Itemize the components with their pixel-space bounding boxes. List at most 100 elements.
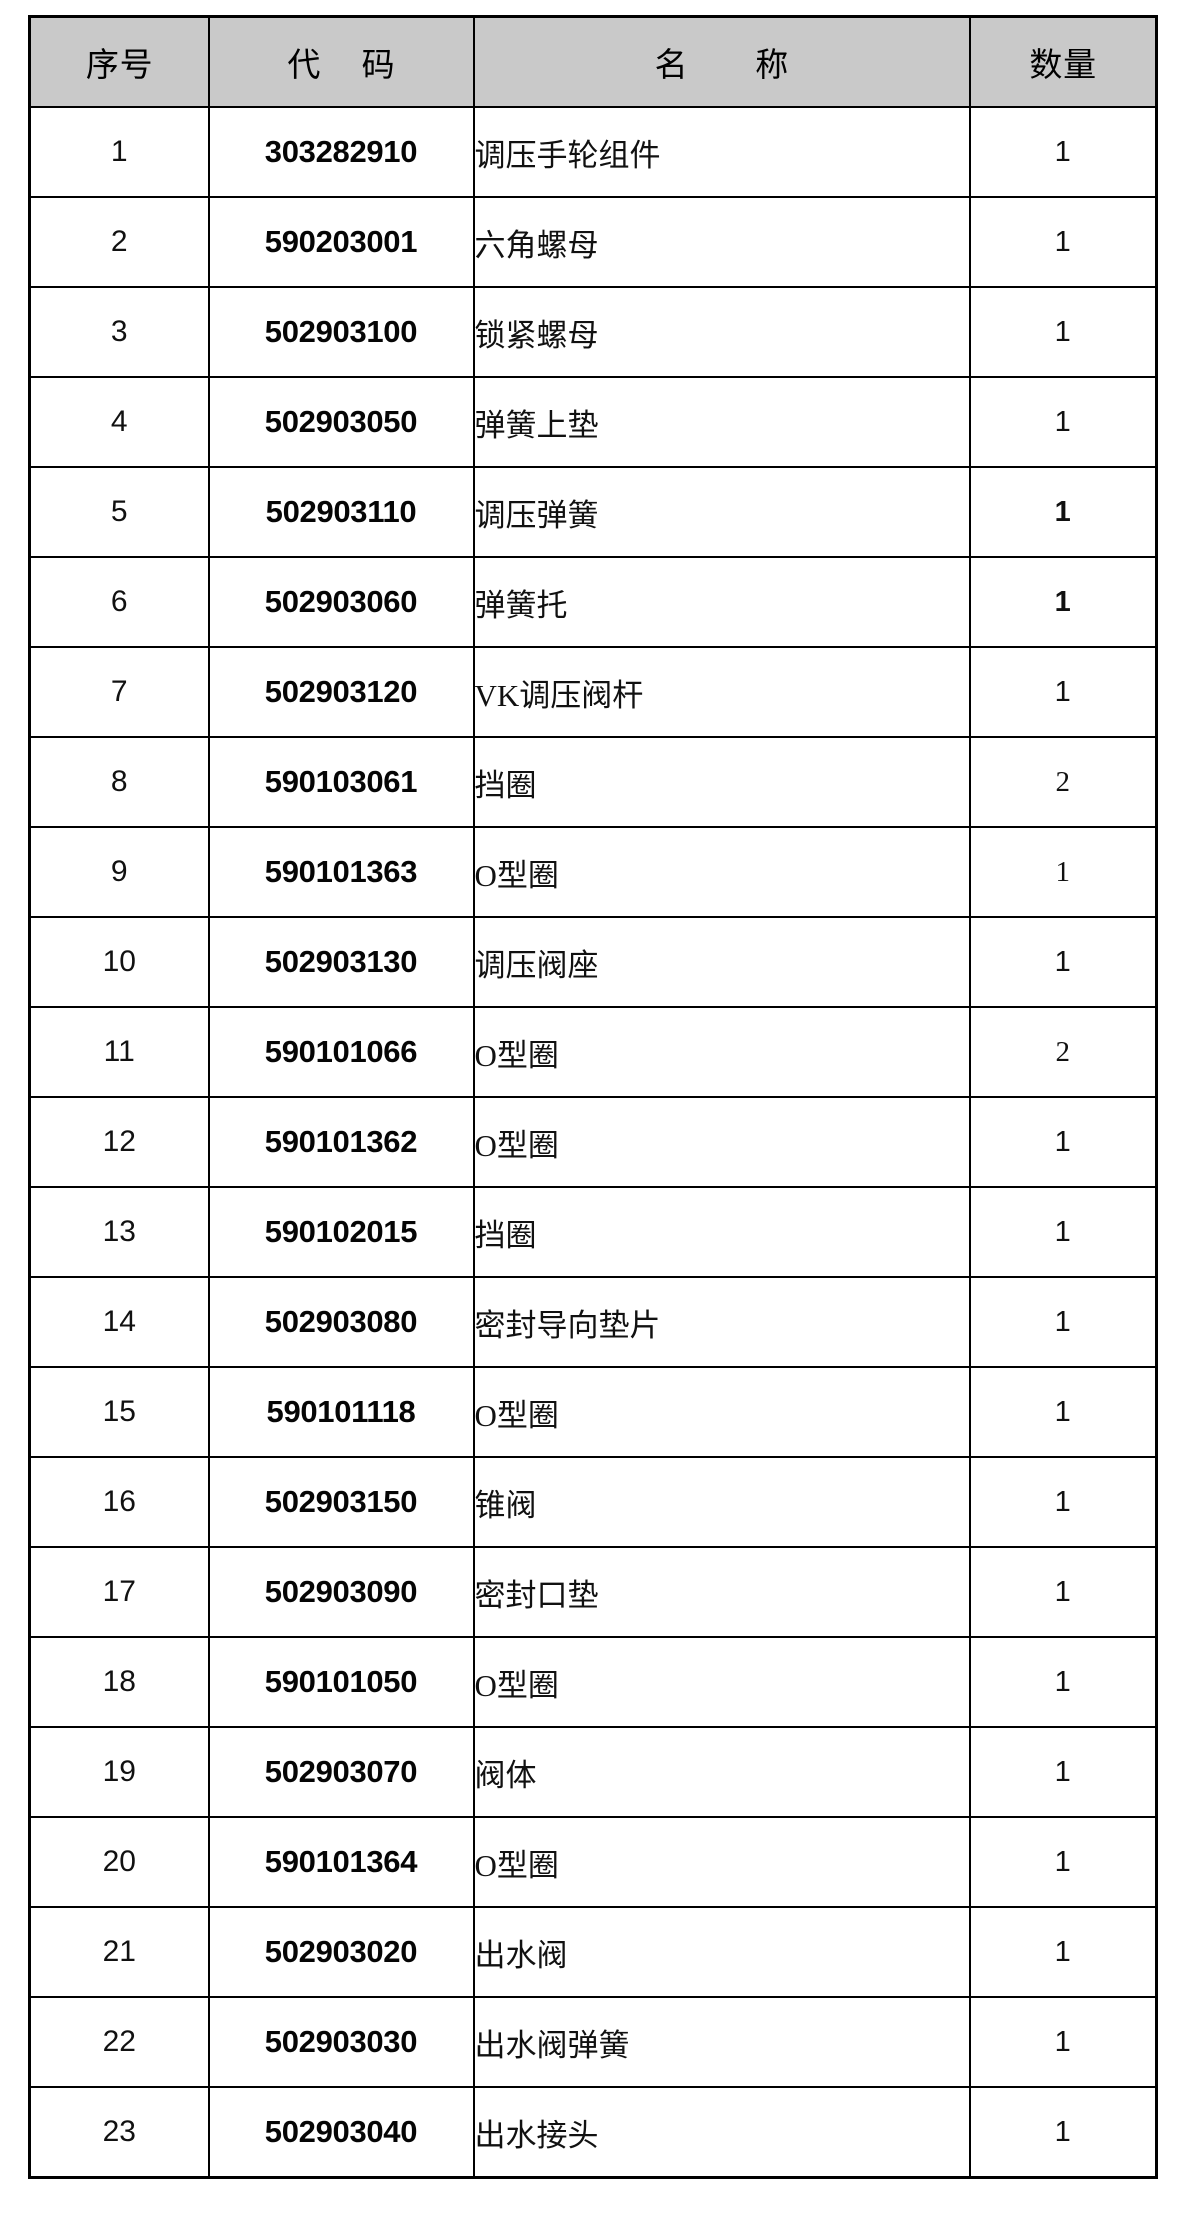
- cell-sequence: 15: [28, 1366, 210, 1458]
- table-row: 19 502903070 阀体 1: [28, 1726, 1158, 1818]
- cell-quantity: 1: [968, 196, 1158, 288]
- cell-sequence: 11: [28, 1006, 210, 1098]
- cell-code: 502903060: [207, 556, 475, 648]
- cell-name: O型圈: [472, 1816, 971, 1908]
- cell-code: 502903080: [207, 1276, 475, 1368]
- cell-name: 挡圈: [472, 1186, 971, 1278]
- cell-quantity: 1: [968, 376, 1158, 468]
- cell-sequence: 12: [28, 1096, 210, 1188]
- cell-sequence: 5: [28, 466, 210, 558]
- cell-sequence: 3: [28, 286, 210, 378]
- parts-list-table: 序号 代 码 名 称 数量 1 303282910 调压手轮组件 1 2 59020300…: [28, 15, 1158, 2179]
- cell-name: 六角螺母: [472, 196, 971, 288]
- table-row: 11 590101066 O型圈 2: [28, 1006, 1158, 1098]
- cell-sequence: 2: [28, 196, 210, 288]
- cell-quantity: 2: [968, 1006, 1158, 1098]
- cell-sequence: 16: [28, 1456, 210, 1548]
- cell-name: 密封导向垫片: [472, 1276, 971, 1368]
- cell-name: O型圈: [472, 1096, 971, 1188]
- cell-quantity: 1: [968, 1276, 1158, 1368]
- table-row: 20 590101364 O型圈 1: [28, 1816, 1158, 1908]
- cell-code: 303282910: [207, 106, 475, 198]
- cell-name: 调压阀座: [472, 916, 971, 1008]
- table-row: 4 502903050 弹簧上垫 1: [28, 376, 1158, 468]
- table-row: 21 502903020 出水阀 1: [28, 1906, 1158, 1998]
- cell-name: 阀体: [472, 1726, 971, 1818]
- cell-sequence: 21: [28, 1906, 210, 1998]
- cell-code: 502903100: [207, 286, 475, 378]
- column-header-name: 名 称: [472, 15, 971, 108]
- table-body: 1 303282910 调压手轮组件 1 2 590203001 六角螺母 1 3 5029031…: [28, 106, 1158, 2179]
- cell-name: 挡圈: [472, 736, 971, 828]
- cell-code: 590203001: [207, 196, 475, 288]
- cell-code: 502903030: [207, 1996, 475, 2088]
- cell-sequence: 6: [28, 556, 210, 648]
- cell-sequence: 23: [28, 2086, 210, 2179]
- parts-list-table-container: 序号 代 码 名 称 数量 1 303282910 调压手轮组件 1 2 59020300…: [28, 15, 1158, 2179]
- cell-quantity: 1: [968, 1996, 1158, 2088]
- cell-name: 调压手轮组件: [472, 106, 971, 198]
- cell-sequence: 17: [28, 1546, 210, 1638]
- cell-quantity: 1: [968, 1906, 1158, 1998]
- cell-code: 502903090: [207, 1546, 475, 1638]
- table-row: 8 590103061 挡圈 2: [28, 736, 1158, 828]
- cell-quantity: 2: [968, 736, 1158, 828]
- cell-sequence: 9: [28, 826, 210, 918]
- cell-code: 502903110: [207, 466, 475, 558]
- table-row: 7 502903120 VK调压阀杆 1: [28, 646, 1158, 738]
- table-row: 22 502903030 出水阀弹簧 1: [28, 1996, 1158, 2088]
- cell-quantity: 1: [968, 1096, 1158, 1188]
- cell-name: 密封口垫: [472, 1546, 971, 1638]
- cell-quantity: 1: [968, 1636, 1158, 1728]
- table-row: 13 590102015 挡圈 1: [28, 1186, 1158, 1278]
- table-row: 2 590203001 六角螺母 1: [28, 196, 1158, 288]
- cell-name: 调压弹簧: [472, 466, 971, 558]
- cell-sequence: 18: [28, 1636, 210, 1728]
- cell-name: 锁紧螺母: [472, 286, 971, 378]
- table-row: 5 502903110 调压弹簧 1: [28, 466, 1158, 558]
- cell-code: 502903040: [207, 2086, 475, 2179]
- column-header-sequence: 序号: [28, 15, 210, 108]
- cell-quantity: 1: [968, 916, 1158, 1008]
- cell-quantity: 1: [968, 1456, 1158, 1548]
- cell-sequence: 8: [28, 736, 210, 828]
- cell-quantity: 1: [968, 466, 1158, 558]
- cell-quantity: 1: [968, 1186, 1158, 1278]
- table-header-row: 序号 代 码 名 称 数量: [28, 15, 1158, 108]
- table-row: 1 303282910 调压手轮组件 1: [28, 106, 1158, 198]
- cell-code: 590103061: [207, 736, 475, 828]
- cell-code: 590101066: [207, 1006, 475, 1098]
- cell-name: 锥阀: [472, 1456, 971, 1548]
- cell-quantity: 1: [968, 106, 1158, 198]
- cell-quantity: 1: [968, 286, 1158, 378]
- table-row: 9 590101363 O型圈 1: [28, 826, 1158, 918]
- cell-code: 502903150: [207, 1456, 475, 1548]
- cell-name: VK调压阀杆: [472, 646, 971, 738]
- table-row: 18 590101050 O型圈 1: [28, 1636, 1158, 1728]
- cell-sequence: 1: [28, 106, 210, 198]
- cell-name: O型圈: [472, 1006, 971, 1098]
- cell-sequence: 14: [28, 1276, 210, 1368]
- cell-code: 502903050: [207, 376, 475, 468]
- cell-quantity: 1: [968, 1366, 1158, 1458]
- cell-quantity: 1: [968, 1546, 1158, 1638]
- cell-quantity: 1: [968, 826, 1158, 918]
- cell-code: 590101364: [207, 1816, 475, 1908]
- cell-code: 590101362: [207, 1096, 475, 1188]
- cell-sequence: 19: [28, 1726, 210, 1818]
- cell-code: 590102015: [207, 1186, 475, 1278]
- column-header-quantity: 数量: [968, 15, 1158, 108]
- cell-name: 弹簧托: [472, 556, 971, 648]
- cell-name: 出水阀弹簧: [472, 1996, 971, 2088]
- cell-name: O型圈: [472, 1366, 971, 1458]
- table-row: 3 502903100 锁紧螺母 1: [28, 286, 1158, 378]
- cell-name: 弹簧上垫: [472, 376, 971, 468]
- table-row: 15 590101118 O型圈 1: [28, 1366, 1158, 1458]
- cell-code: 502903120: [207, 646, 475, 738]
- cell-code: 502903130: [207, 916, 475, 1008]
- cell-code: 502903070: [207, 1726, 475, 1818]
- cell-code: 590101363: [207, 826, 475, 918]
- column-header-code: 代 码: [207, 15, 475, 108]
- cell-code: 502903020: [207, 1906, 475, 1998]
- cell-code: 590101118: [207, 1366, 475, 1458]
